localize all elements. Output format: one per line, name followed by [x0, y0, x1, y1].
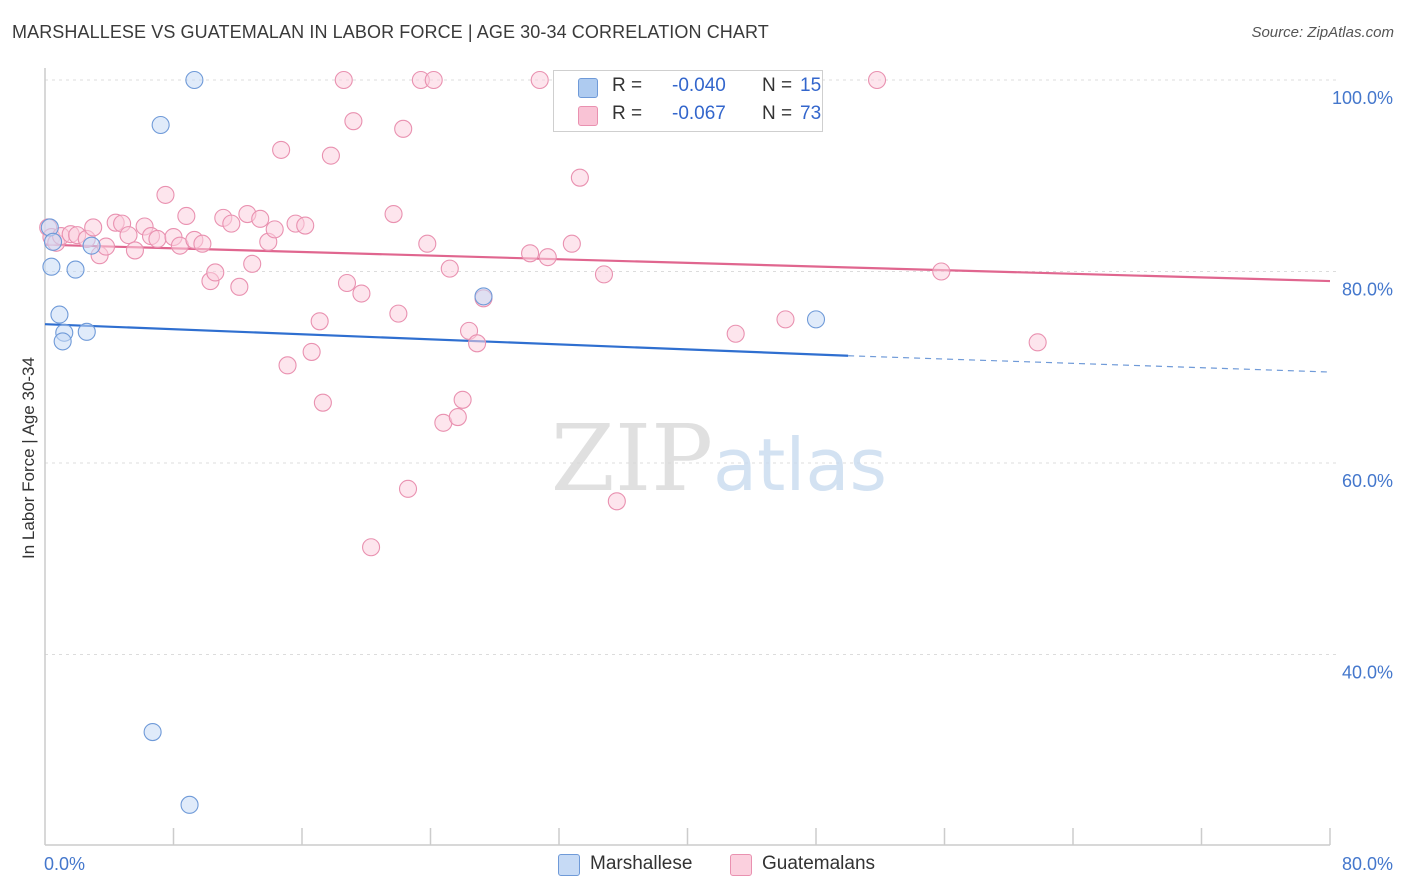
- point-marshallese: [53, 332, 72, 351]
- point-guatemalans: [84, 218, 103, 237]
- point-marshallese: [474, 287, 493, 306]
- point-marshallese: [151, 115, 170, 135]
- point-guatemalans: [265, 220, 284, 239]
- watermark-atlas: atlas: [713, 423, 887, 507]
- point-guatemalans: [313, 393, 332, 412]
- point-guatemalans: [272, 140, 291, 159]
- legend-n-label: N =: [762, 103, 793, 124]
- point-guatemalans: [156, 185, 175, 204]
- chart-title: MARSHALLESE VS GUATEMALAN IN LABOR FORCE…: [12, 22, 769, 42]
- point-guatemalans: [177, 206, 196, 226]
- bottom-legend-label-marshallese: Marshallese: [590, 853, 693, 874]
- point-marshallese: [185, 70, 204, 90]
- point-guatemalans: [362, 538, 381, 557]
- legend-swatch-guatemalans: [578, 106, 598, 126]
- point-guatemalans: [206, 263, 225, 282]
- point-guatemalans: [222, 214, 241, 233]
- point-guatemalans: [867, 70, 887, 90]
- legend-r-value: -0.040: [672, 75, 726, 96]
- axes: [44, 68, 1331, 846]
- legend-r-label: R =: [612, 103, 643, 124]
- point-guatemalans: [310, 312, 329, 331]
- point-guatemalans: [344, 112, 363, 131]
- point-guatemalans: [384, 205, 403, 224]
- point-marshallese: [143, 723, 162, 742]
- trend-lines: [44, 243, 1331, 373]
- point-guatemalans: [1028, 333, 1047, 352]
- point-guatemalans: [243, 254, 262, 273]
- point-guatemalans: [468, 334, 487, 353]
- source-label: Source: ZipAtlas.com: [1251, 24, 1394, 41]
- point-guatemalans: [538, 248, 557, 267]
- point-marshallese: [43, 232, 63, 251]
- bottom-legend-swatch-guatemalans: [730, 854, 752, 876]
- point-guatemalans: [398, 479, 418, 498]
- y-tick-label: 60.0%: [1342, 471, 1393, 491]
- point-guatemalans: [530, 70, 549, 90]
- y-tick-label: 100.0%: [1332, 88, 1393, 108]
- point-guatemalans: [570, 168, 589, 187]
- watermark: ZIP atlas: [551, 405, 887, 512]
- point-marshallese: [77, 322, 96, 341]
- point-guatemalans: [440, 259, 459, 278]
- point-guatemalans: [296, 216, 315, 235]
- point-guatemalans: [448, 407, 467, 427]
- legend-n-label: N =: [762, 75, 793, 96]
- point-guatemalans: [453, 390, 472, 409]
- point-guatemalans: [424, 70, 443, 90]
- bottom-legend-label-guatemalans: Guatemalans: [762, 853, 876, 874]
- point-guatemalans: [302, 342, 321, 361]
- point-guatemalans: [321, 146, 340, 165]
- trend-line-marshallese-extension: [848, 355, 1331, 373]
- point-guatemalans: [607, 492, 626, 511]
- trend-line-marshallese: [44, 323, 849, 357]
- point-guatemalans: [521, 244, 540, 263]
- point-guatemalans: [278, 356, 297, 375]
- point-marshallese: [42, 257, 61, 276]
- point-marshallese: [82, 236, 101, 255]
- tick-labels: 40.0% 60.0% 80.0% 100.0% 0.0% 80.0%: [44, 88, 1393, 874]
- point-marshallese: [806, 310, 826, 329]
- point-guatemalans: [776, 310, 795, 329]
- point-marshallese: [66, 260, 85, 279]
- point-guatemalans: [932, 262, 951, 281]
- point-guatemalans: [562, 234, 581, 253]
- y-tick-label: 80.0%: [1342, 280, 1393, 300]
- point-guatemalans: [193, 234, 212, 253]
- point-guatemalans: [251, 209, 270, 228]
- legend-n-value: 73: [800, 103, 822, 124]
- point-guatemalans: [334, 70, 353, 90]
- point-marshallese: [180, 795, 199, 814]
- point-guatemalans: [389, 304, 408, 323]
- trend-line-guatemalans: [44, 243, 1331, 283]
- point-guatemalans: [337, 273, 357, 293]
- legend-r-label: R =: [612, 75, 643, 96]
- legend-swatch-marshallese: [578, 78, 598, 98]
- point-guatemalans: [594, 265, 614, 284]
- legend-r-value: -0.067: [672, 103, 726, 124]
- point-guatemalans: [394, 119, 413, 138]
- watermark-zip: ZIP: [551, 405, 713, 512]
- point-guatemalans: [125, 241, 144, 260]
- point-marshallese: [50, 305, 69, 324]
- bottom-legend-swatch-marshallese: [558, 854, 580, 876]
- point-guatemalans: [230, 277, 249, 296]
- y-tick-label: 40.0%: [1342, 663, 1393, 683]
- legend-n-value: 15: [800, 75, 822, 96]
- point-guatemalans: [726, 324, 745, 343]
- stats-legend: R = -0.040 N = 15 R = -0.067 N = 73: [553, 70, 823, 132]
- x-tick-label: 80.0%: [1342, 854, 1393, 874]
- point-guatemalans: [352, 284, 371, 303]
- point-guatemalans: [418, 234, 437, 253]
- x-tick-label: 0.0%: [44, 854, 85, 874]
- y-axis-label: In Labor Force | Age 30-34: [19, 357, 38, 559]
- grid-lines: [45, 79, 1336, 655]
- point-guatemalans: [148, 229, 167, 248]
- data-points: [39, 70, 1047, 814]
- point-guatemalans: [119, 226, 138, 245]
